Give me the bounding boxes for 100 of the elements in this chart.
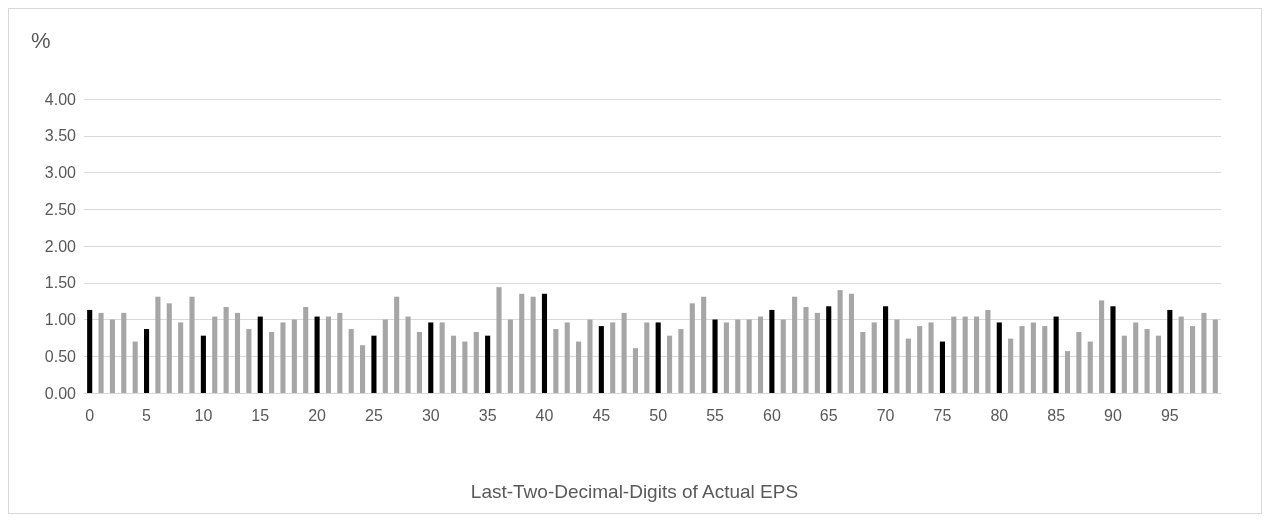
x-tick-label: 40 [535, 406, 554, 424]
x-tick-label: 20 [308, 406, 327, 424]
bar [985, 309, 991, 393]
bar [178, 322, 184, 393]
bar [1133, 322, 1139, 393]
bar [143, 329, 150, 393]
bar [689, 303, 695, 393]
bar [723, 322, 729, 393]
y-tick-label: 3.50 [44, 127, 77, 145]
bar [780, 319, 786, 393]
x-tick-label: 25 [365, 406, 383, 424]
bar [678, 329, 684, 393]
bar [564, 322, 570, 393]
y-tick-label: 0.00 [44, 384, 77, 402]
bar [814, 312, 820, 393]
bar [541, 293, 548, 393]
bar [416, 332, 422, 393]
bar [223, 307, 229, 393]
x-tick-label: 85 [1047, 406, 1066, 424]
y-tick-label: 1.50 [44, 274, 77, 292]
bar [473, 332, 479, 393]
bar [655, 322, 661, 393]
x-tick-label: 45 [592, 406, 611, 424]
bar [314, 316, 320, 393]
bar [1008, 338, 1014, 393]
bar [632, 348, 638, 393]
x-tick-label: 15 [251, 406, 270, 424]
bar [405, 316, 411, 393]
bar [803, 307, 809, 393]
bar [951, 316, 957, 393]
bar [450, 335, 457, 393]
x-tick-label: 55 [706, 406, 725, 424]
bar [1201, 312, 1207, 393]
bar [166, 303, 172, 393]
bar [1053, 316, 1059, 393]
x-tick-label: 65 [819, 406, 838, 424]
x-tick-label: 10 [194, 406, 213, 424]
bar [826, 306, 832, 393]
bar [757, 316, 764, 393]
bar [189, 296, 195, 393]
bar [905, 338, 911, 393]
bar [280, 322, 286, 393]
bar [348, 329, 354, 393]
bar [1190, 326, 1196, 393]
x-tick-label: 80 [990, 406, 1009, 424]
bar [598, 326, 604, 393]
bar [610, 322, 616, 393]
bar [507, 319, 513, 393]
bar [485, 335, 491, 393]
bar [234, 312, 241, 393]
bar [883, 306, 889, 393]
bar [257, 316, 263, 393]
bar [246, 329, 252, 393]
bar [382, 319, 388, 393]
x-tick-label: 95 [1160, 406, 1179, 424]
bar [269, 332, 275, 393]
bar [132, 341, 138, 393]
bar [1030, 322, 1036, 393]
bar [996, 322, 1002, 393]
bar [973, 316, 980, 393]
bar [439, 322, 445, 393]
y-axis-title: % [31, 27, 51, 53]
bar [1110, 306, 1116, 393]
bar [871, 322, 877, 393]
bar [530, 296, 536, 393]
bar [519, 293, 525, 393]
y-tick-label: 3.00 [44, 164, 77, 181]
bar [553, 329, 559, 393]
y-tick-label: 2.50 [44, 200, 77, 218]
bar [848, 293, 855, 393]
bar [1076, 332, 1082, 393]
bar [746, 319, 752, 393]
bar [155, 296, 161, 393]
bar [1042, 326, 1048, 393]
x-axis-title: Last-Two-Decimal-Digits of Actual EPS [470, 481, 799, 502]
y-tick-label: 4.00 [44, 90, 77, 108]
bar [939, 341, 945, 393]
bar [792, 296, 798, 393]
bar [303, 307, 309, 393]
bar [337, 312, 343, 393]
y-tick-label: 2.00 [44, 237, 77, 255]
bar [291, 319, 297, 393]
x-tick-label: 90 [1104, 406, 1122, 424]
bar [667, 335, 673, 393]
x-tick-label: 70 [876, 406, 895, 424]
bar [917, 326, 923, 393]
bar [109, 319, 115, 393]
bar [769, 309, 775, 393]
bar [587, 319, 593, 393]
bar [371, 335, 377, 393]
bar [1019, 326, 1025, 393]
bar [1155, 335, 1162, 393]
bar [576, 341, 582, 393]
x-tick-label: 35 [478, 406, 497, 424]
bar [860, 332, 866, 393]
bar [701, 296, 707, 393]
bar [1099, 300, 1105, 393]
x-tick-label: 75 [933, 406, 952, 424]
bar [121, 312, 127, 393]
bar [1167, 309, 1173, 393]
